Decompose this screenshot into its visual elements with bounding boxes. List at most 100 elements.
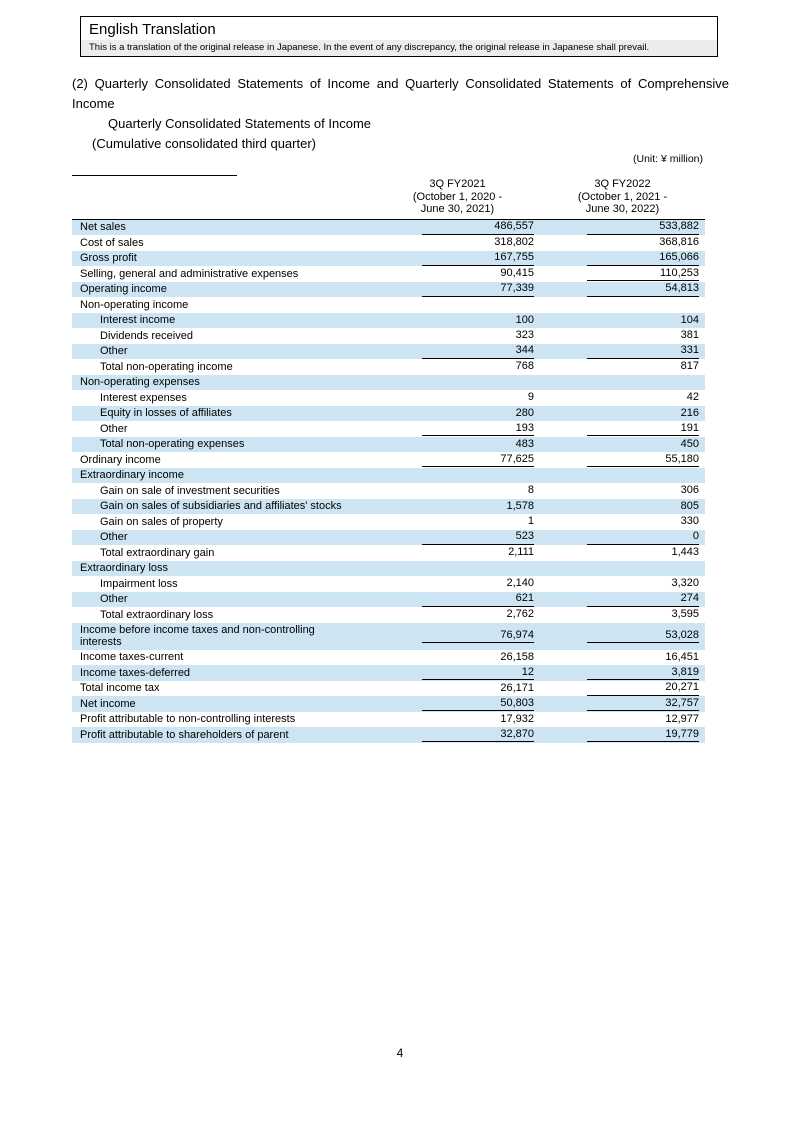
row-label: Dividends received (100, 329, 193, 342)
table-row: Equity in losses of affiliates 280 216 (72, 405, 705, 421)
translation-title: English Translation (89, 21, 216, 38)
unit-note: (Unit: ¥ million) (632, 153, 703, 165)
column-header-3q-fy2021: 3Q FY2021 (October 1, 2020 - June 30, 20… (375, 178, 540, 216)
column-period-line-2: June 30, 2021) (420, 203, 495, 215)
value-fy2021: 318,802 (494, 236, 534, 248)
value-fy2022: 53,028 (540, 629, 705, 644)
value-fy2022 (540, 304, 705, 305)
row-label: Net income (80, 697, 136, 710)
row-label: Other (100, 531, 128, 543)
table-row: Impairment loss 2,140 3,320 (72, 576, 705, 592)
row-label: Other (100, 422, 128, 435)
value-fy2021: 17,932 (500, 712, 534, 725)
value-fy2021: 26,171 (500, 681, 534, 694)
table-row: Gain on sales of property 1 330 (72, 514, 705, 530)
row-label: Profit attributable to non-controlling i… (80, 713, 296, 725)
table-row: Selling, general and administrative expe… (72, 266, 705, 282)
row-label: Cost of sales (80, 236, 144, 249)
table-row: Total extraordinary gain 2,111 1,443 (72, 545, 705, 561)
table-row: Income before income taxes and non-contr… (72, 622, 705, 650)
table-row: Gain on sale of investment securities 8 30… (72, 483, 705, 499)
row-label: Interest expenses (100, 391, 187, 404)
table-row: Cost of sales 318,802 368,816 (72, 235, 705, 251)
value-fy2022: 32,757 (540, 697, 705, 711)
row-label: Impairment loss (100, 577, 178, 590)
table-top-rule (72, 175, 237, 176)
value-fy2021: 76,974 (375, 629, 540, 644)
row-label: Gain on sales of subsidiaries and affili… (100, 500, 342, 512)
value-fy2022: 3,320 (671, 577, 699, 589)
table-row: Total non-operating income 768 817 (72, 359, 705, 375)
value-fy2022: 19,779 (540, 728, 705, 742)
value-fy2021: 523 (375, 530, 540, 545)
row-label: Net sales (80, 221, 126, 233)
value-fy2022: 16,451 (665, 650, 699, 663)
row-label: Other (100, 345, 128, 357)
value-fy2021: 2,111 (508, 546, 534, 558)
value-fy2022: 42 (686, 391, 699, 403)
value-fy2021: 8 (527, 484, 534, 496)
table-row: Dividends received 323 381 (72, 328, 705, 344)
value-fy2021: 100 (515, 313, 534, 326)
value-fy2021: 77,339 (375, 282, 540, 297)
value-fy2021 (375, 304, 540, 305)
value-fy2022: 0 (540, 530, 705, 545)
section-header-row: Non-operating expenses (72, 374, 705, 390)
row-label: Total income tax (80, 682, 160, 694)
value-fy2021: 1 (527, 515, 534, 527)
row-label: Interest income (100, 314, 176, 326)
value-fy2022: 191 (540, 422, 705, 436)
row-label: Income before income taxes and non-contr… (80, 623, 315, 649)
value-fy2021: 26,158 (500, 650, 534, 663)
value-fy2022: 1,443 (671, 546, 699, 558)
value-fy2022: 306 (680, 484, 699, 496)
table-row: Income taxes-deferred 12 3,819 (72, 665, 705, 681)
value-fy2022: 817 (680, 360, 699, 372)
row-label: Income taxes-current (80, 651, 184, 663)
page-number: 4 (396, 1046, 404, 1060)
row-label: Total non-operating income (100, 360, 233, 373)
row-label: Operating income (80, 283, 167, 295)
table-row: Net income 50,803 32,757 (72, 696, 705, 712)
section-header-row: Extraordinary income (72, 467, 705, 483)
value-fy2021: 50,803 (375, 697, 540, 711)
table-row: Income taxes-current 26,158 16,451 (72, 650, 705, 666)
value-fy2021: 2,140 (506, 577, 534, 589)
value-fy2022: 368,816 (659, 236, 699, 248)
value-fy2021: 486,557 (375, 220, 540, 235)
row-label: Non-operating expenses (80, 376, 200, 388)
row-label: Equity in losses of affiliates (100, 407, 232, 419)
value-fy2022: 330 (680, 515, 699, 527)
value-fy2022: 55,180 (540, 453, 705, 467)
table-row: Other 523 0 (72, 529, 705, 545)
translation-header-box: English Translation This is a translatio… (80, 16, 718, 57)
value-fy2021: 483 (515, 437, 534, 450)
period-note: (Cumulative consolidated third quarter) (92, 136, 316, 151)
section-heading: (2) Quarterly Consolidated Statements of… (72, 76, 729, 111)
value-fy2021: 323 (515, 329, 534, 341)
income-statement-rows: Net sales 486,557 533,882 Cost of sales 318,… (72, 219, 705, 743)
column-header-3q-fy2022: 3Q FY2022 (October 1, 2021 - June 30, 20… (540, 178, 705, 216)
row-label: Income taxes-deferred (80, 666, 191, 679)
row-label: Extraordinary income (80, 469, 184, 481)
value-fy2021 (375, 568, 540, 569)
table-row: Total extraordinary loss 2,762 3,595 (72, 607, 705, 623)
row-label: Extraordinary loss (80, 562, 169, 574)
table-row: Total non-operating expenses 483 450 (72, 436, 705, 452)
row-label: Ordinary income (80, 453, 161, 466)
value-fy2021 (375, 382, 540, 383)
value-fy2022: 54,813 (540, 282, 705, 297)
table-row: Other 193 191 (72, 421, 705, 437)
value-fy2022: 110,253 (540, 267, 705, 281)
value-fy2022: 3,595 (671, 608, 699, 620)
value-fy2021: 2,762 (506, 608, 534, 620)
value-fy2022: 12,977 (665, 712, 699, 725)
value-fy2022 (540, 568, 705, 569)
value-fy2022: 533,882 (540, 220, 705, 235)
table-row: Net sales 486,557 533,882 (72, 219, 705, 235)
value-fy2022: 3,819 (540, 666, 705, 680)
value-fy2021: 344 (375, 344, 540, 359)
value-fy2021: 12 (375, 666, 540, 680)
value-fy2022: 104 (680, 313, 699, 326)
